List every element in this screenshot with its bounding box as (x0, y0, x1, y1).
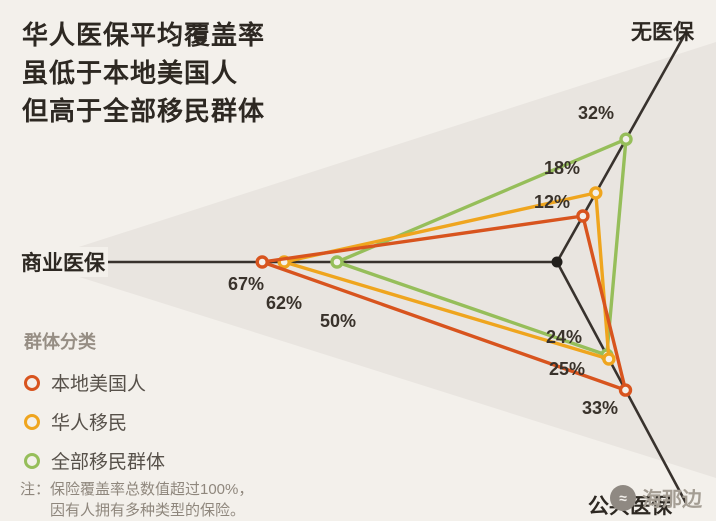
point-label-allimm-public: 24% (546, 327, 583, 347)
legend-item-native: 本地美国人 (24, 369, 165, 396)
title-line-1: 华人医保平均覆盖率 (22, 20, 266, 50)
legend-item-label: 华人移民 (51, 413, 128, 434)
data-point-marker (619, 132, 633, 146)
title-line-3: 但高于全部移民群体 (22, 96, 266, 126)
point-label-chinese-uninsured: 18% (544, 158, 581, 178)
data-point-marker (589, 186, 603, 200)
legend-item-chinese: 华人移民 (24, 408, 165, 435)
data-point-marker (618, 383, 633, 397)
point-label-allimm-uninsured: 32% (578, 103, 615, 123)
point-label-allimm-commercial: 50% (320, 311, 357, 331)
page-title: 华人医保平均覆盖率 虽低于本地美国人 但高于全部移民群体 (22, 16, 265, 130)
brand-watermark: ≈ 海那边 (610, 483, 702, 512)
point-label-native-uninsured: 12% (534, 192, 571, 212)
legend-marker-icon (24, 452, 40, 469)
legend-marker-icon (24, 374, 40, 391)
legend-item-label: 全部移民群体 (51, 452, 166, 473)
brand-name: 海那边 (642, 489, 702, 511)
axis-label-uninsured: 无医保 (631, 21, 694, 44)
axis-line-uninsured (555, 35, 686, 263)
point-label-native-commercial: 67% (228, 274, 265, 294)
background-cone (32, 42, 716, 478)
origin-dot (551, 256, 563, 268)
footnote-line-1: 注：保险覆盖率总数值超过100%， (20, 481, 254, 498)
footnote-line-2: 因有人拥有多种类型的保险。 (50, 502, 246, 519)
legend: 群体分类 本地美国人 华人移民 全部移民群体 (24, 328, 165, 486)
legend-marker-icon (24, 413, 40, 430)
title-line-2: 虽低于本地美国人 (22, 58, 239, 88)
point-label-chinese-commercial: 62% (266, 293, 303, 313)
axis-label-commercial: 商业医保 (18, 247, 108, 277)
series-polygon (335, 137, 628, 357)
axis-line-public (555, 261, 688, 504)
series-polygon (260, 214, 628, 392)
wave-logo-icon: ≈ (610, 484, 636, 511)
legend-item-label: 本地美国人 (51, 374, 147, 395)
point-label-chinese-public: 25% (549, 359, 586, 379)
data-point-marker (602, 352, 616, 366)
legend-title: 群体分类 (24, 332, 96, 352)
data-point-marker (576, 209, 590, 223)
point-label-native-public: 33% (582, 398, 619, 418)
data-point-marker (255, 255, 269, 269)
series-polygon (282, 191, 611, 361)
legend-item-all-immigrants: 全部移民群体 (24, 447, 165, 474)
data-point-marker (330, 255, 344, 269)
footnote: 注：保险覆盖率总数值超过100%， 因有人拥有多种类型的保险。 (20, 479, 253, 521)
